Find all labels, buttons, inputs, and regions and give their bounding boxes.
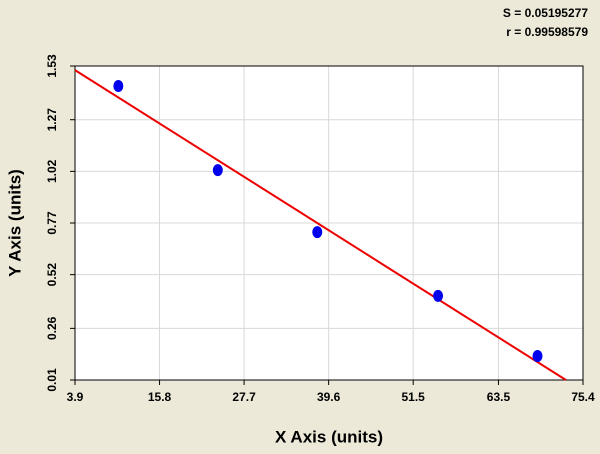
x-tick-label: 15.8: [148, 390, 172, 404]
x-tick-label: 39.6: [317, 390, 341, 404]
x-axis-label: X Axis (units): [275, 427, 383, 446]
data-point: [532, 350, 543, 363]
data-point: [212, 164, 223, 177]
data-point: [312, 226, 323, 239]
plot-border: [74, 65, 584, 381]
fit-line: [74, 69, 567, 381]
y-tick-label: 1.27: [45, 108, 59, 132]
y-tick-label: 1.02: [45, 159, 59, 183]
y-tick-label: 0.26: [45, 316, 59, 340]
y-axis-label: Y Axis (units): [5, 169, 24, 277]
y-tick-label: 1.53: [45, 54, 59, 78]
y-tick-label: 0.52: [45, 263, 59, 287]
annotation: r = 0.99598579: [506, 25, 588, 39]
annotation: S = 0.05195277: [503, 6, 588, 20]
x-tick-label: 3.9: [67, 390, 84, 404]
x-tick-label: 75.4: [571, 390, 595, 404]
y-tick-label: 0.77: [45, 211, 59, 235]
data-point: [433, 289, 444, 302]
x-tick-label: 63.5: [487, 390, 511, 404]
data-point: [113, 80, 124, 93]
x-tick-label: 51.5: [402, 390, 426, 404]
x-tick-label: 27.7: [232, 390, 256, 404]
y-tick-label: 0.01: [45, 368, 59, 392]
